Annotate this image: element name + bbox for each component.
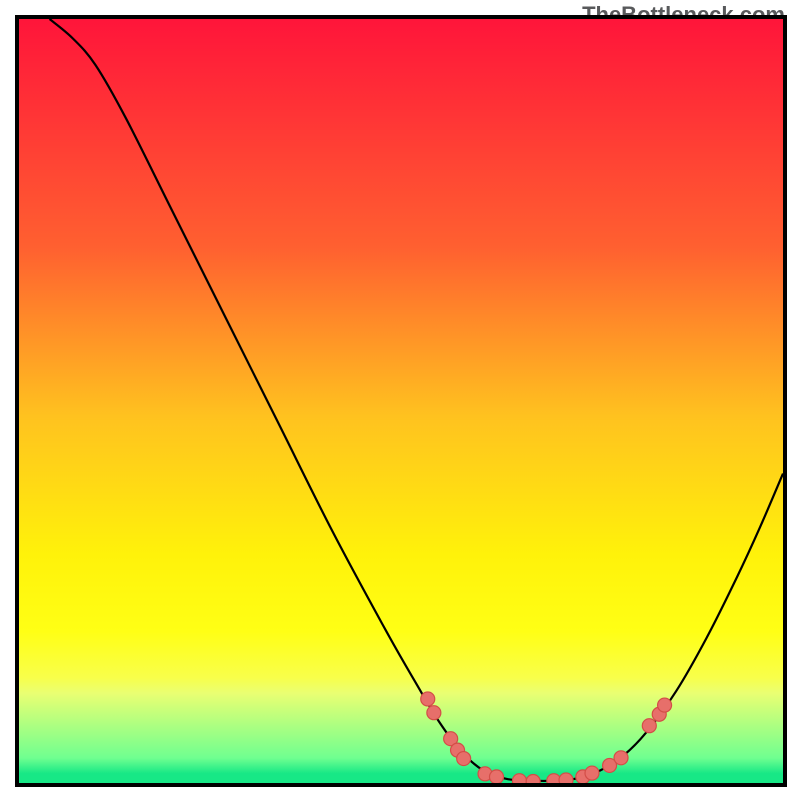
data-marker — [642, 719, 656, 733]
data-marker — [490, 770, 504, 784]
data-marker — [585, 766, 599, 780]
bottleneck-chart: TheBottleneck.com — [0, 0, 800, 800]
plot-svg — [15, 15, 787, 787]
data-marker — [457, 752, 471, 766]
data-marker — [427, 706, 441, 720]
data-marker — [614, 751, 628, 765]
data-marker — [421, 692, 435, 706]
data-marker — [658, 698, 672, 712]
